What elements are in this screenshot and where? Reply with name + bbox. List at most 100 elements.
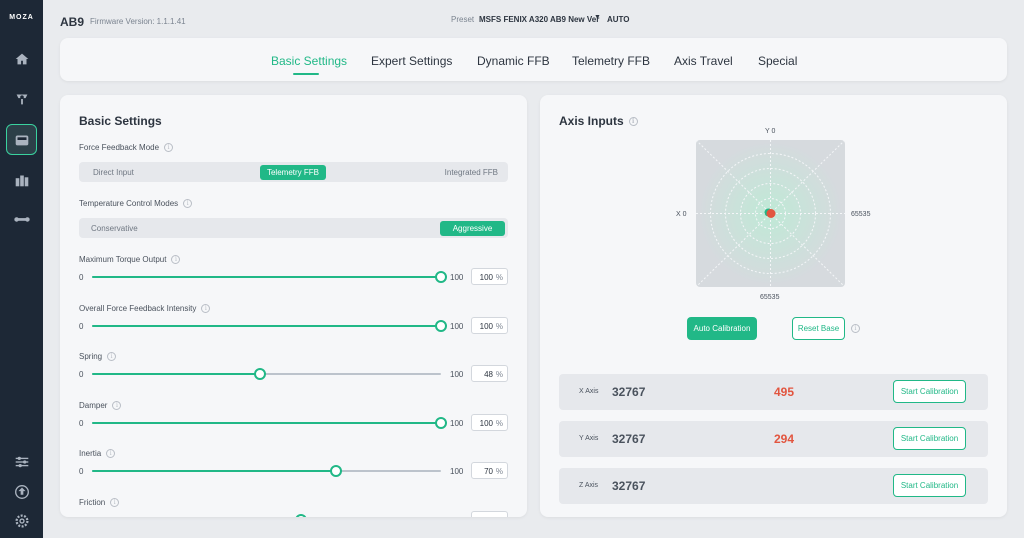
nav-firmware-button[interactable]	[6, 476, 37, 507]
tab-axis-travel[interactable]: Axis Travel	[674, 54, 733, 68]
slider-max-label: 100	[450, 273, 464, 282]
slider-value-input[interactable]: 100%	[471, 317, 508, 334]
slider-unit: %	[495, 273, 503, 282]
slider-track[interactable]	[92, 368, 441, 380]
temp-mode-label: Temperature Control Modes i	[79, 199, 193, 209]
axis-inputs-title: Axis Inputs i	[559, 114, 638, 128]
slider-value-input[interactable]: 100%	[471, 414, 508, 431]
slider-track[interactable]	[92, 465, 441, 477]
slider-fill	[92, 422, 441, 424]
slider-value-input[interactable]: 100%	[471, 268, 508, 285]
active-tab-indicator	[293, 73, 319, 75]
gear-icon	[14, 513, 29, 528]
home-icon	[15, 53, 28, 64]
tab-dynamic-ffb[interactable]: Dynamic FFB	[477, 54, 550, 68]
tab-telemetry-ffb[interactable]: Telemetry FFB	[572, 54, 651, 68]
slider-label: Overall Force Feedback Intensity i	[79, 304, 211, 314]
y-axis-start-calibration-button[interactable]: Start Calibration	[893, 427, 966, 450]
temp-mode-segmented-control: Conservative Aggressive	[79, 218, 508, 238]
x-axis-row: X Axis 32767 495 Start Calibration	[559, 374, 988, 410]
info-icon[interactable]: i	[171, 255, 181, 265]
handbrake-icon	[13, 216, 30, 222]
temp-mode-aggressive[interactable]: Aggressive	[440, 221, 505, 236]
preset-mode: AUTO	[607, 15, 630, 24]
slider-value: 48	[484, 370, 493, 379]
info-icon[interactable]: i	[851, 324, 860, 333]
moza-logo: MOZA	[9, 14, 34, 21]
info-icon[interactable]: i	[201, 304, 211, 314]
info-icon[interactable]: i	[107, 352, 117, 362]
x-axis-start-calibration-button[interactable]: Start Calibration	[893, 380, 966, 403]
tab-special[interactable]: Special	[758, 54, 798, 68]
slider-min-label: 0	[79, 322, 84, 331]
nav-tuning-button[interactable]	[6, 446, 37, 477]
slider-label: Maximum Torque Output i	[79, 255, 181, 265]
slider-fill	[92, 325, 441, 327]
axis-name: Y Axis	[579, 435, 599, 442]
ffb-mode-telemetry-ffb[interactable]: Telemetry FFB	[260, 165, 326, 180]
info-icon[interactable]: i	[164, 143, 174, 153]
slider-thumb[interactable]	[435, 320, 447, 332]
ffb-mode-label: Force Feedback Mode i	[79, 143, 174, 153]
axis-raw-value: 495	[774, 385, 795, 399]
nav-home-button[interactable]	[6, 43, 37, 74]
slider-fill	[92, 276, 441, 278]
axis-position-plot	[696, 140, 845, 287]
slider-thumb[interactable]	[295, 514, 308, 517]
ffb-mode-integrated-ffb[interactable]: Integrated FFB	[444, 168, 498, 177]
nav-wheel-button[interactable]	[6, 83, 37, 114]
nav-base-button[interactable]	[6, 124, 37, 155]
basic-settings-panel: Basic Settings Force Feedback Mode i Dire…	[60, 95, 527, 517]
slider-unit: %	[495, 467, 503, 476]
slider-max-label: 100	[450, 467, 464, 476]
temp-mode-conservative[interactable]: Conservative	[91, 224, 138, 233]
nav-handbrake-button[interactable]	[6, 203, 37, 234]
slider-value-input[interactable]: %	[471, 511, 508, 517]
pedals-icon	[15, 175, 28, 186]
wheelbase-icon	[15, 135, 28, 145]
preset-label: Preset	[451, 15, 475, 24]
slider-max-label: 100	[450, 516, 463, 517]
slider-thumb[interactable]	[330, 465, 343, 477]
axis-inputs-panel: Axis Inputs i Y 0 X 0 65535 65535	[540, 95, 1007, 517]
device-name: AB9	[60, 15, 85, 29]
info-icon[interactable]: i	[183, 199, 193, 209]
preset-dropdown-icon[interactable]: ▼	[594, 14, 601, 21]
slider-max-label: 100	[450, 370, 464, 379]
slider-track[interactable]	[92, 417, 447, 429]
slider-label: Friction i	[79, 498, 120, 508]
slider-thumb[interactable]	[435, 271, 447, 283]
z-axis-start-calibration-button[interactable]: Start Calibration	[893, 474, 966, 497]
slider-unit: %	[495, 419, 503, 428]
slider-value: 100	[479, 419, 493, 428]
slider-min-label: 0	[79, 273, 84, 282]
auto-calibration-button[interactable]: Auto Calibration	[687, 317, 757, 340]
nav-pedals-button[interactable]	[6, 164, 37, 195]
ffb-mode-direct-input[interactable]: Direct Input	[93, 168, 134, 177]
axis-name: Z Axis	[579, 482, 599, 489]
preset-select[interactable]: MSFS FENIX A320 AB9 New Ver	[479, 15, 600, 24]
slider-value-input[interactable]: 70%	[471, 462, 508, 479]
slider-value-input[interactable]: 48%	[471, 365, 508, 382]
tab-basic-settings[interactable]: Basic Settings	[271, 54, 348, 68]
tab-expert-settings[interactable]: Expert Settings	[371, 54, 453, 68]
slider-thumb[interactable]	[253, 368, 266, 380]
y-axis-row: Y Axis 32767 294 Start Calibration	[559, 421, 988, 457]
reset-base-button[interactable]: Reset Base	[792, 317, 845, 340]
slider-thumb[interactable]	[435, 417, 447, 429]
slider-track[interactable]	[92, 320, 447, 332]
slider-label: Inertia i	[79, 449, 116, 459]
info-icon[interactable]: i	[628, 117, 638, 127]
slider-min-label: 0	[79, 370, 84, 379]
slider-value: 100	[479, 322, 493, 331]
info-icon[interactable]: i	[106, 449, 116, 459]
steering-wheel-icon	[16, 94, 27, 104]
info-icon[interactable]: i	[112, 401, 122, 411]
axis-center-value: 32767	[612, 479, 646, 493]
sidebar: MOZA	[0, 0, 43, 538]
slider-max-label: 100	[450, 322, 464, 331]
slider-track[interactable]	[92, 271, 447, 283]
nav-settings-button[interactable]	[6, 505, 37, 536]
sliders-icon	[15, 456, 28, 467]
info-icon[interactable]: i	[110, 498, 120, 508]
